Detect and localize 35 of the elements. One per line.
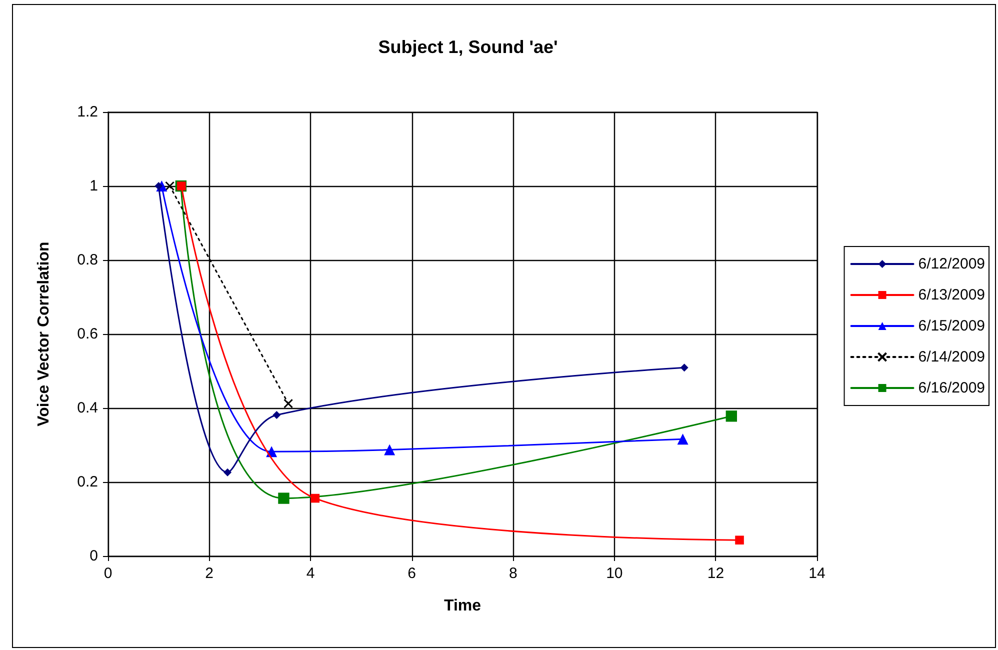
point <box>384 444 396 456</box>
y-tick-label: 0.4 <box>77 400 98 416</box>
legend-label: 6/16/2009 <box>918 380 986 396</box>
point <box>726 410 738 422</box>
point <box>680 364 688 372</box>
legend-label: 6/12/2009 <box>918 256 986 272</box>
y-tick-label: 1.2 <box>77 104 98 120</box>
y-tick-label: 0 <box>90 548 98 564</box>
point <box>278 492 290 504</box>
point <box>310 494 320 503</box>
y-tick-label: 0.8 <box>77 252 98 268</box>
y-tick-label: 0.6 <box>77 326 98 342</box>
legend-label: 6/15/2009 <box>918 318 986 334</box>
point <box>154 182 163 190</box>
x-axis-title: Time <box>444 598 482 614</box>
x-tick-label: 6 <box>408 565 416 582</box>
y-axis-title: Voice Vector Correlation <box>36 242 52 426</box>
x-tick-label: 0 <box>104 565 112 582</box>
x-tick-label: 2 <box>205 565 214 582</box>
x-tick-label: 8 <box>508 565 518 582</box>
legend-label: 6/13/2009 <box>918 286 986 304</box>
point <box>735 536 744 544</box>
x-tick-label: 4 <box>306 565 315 582</box>
point <box>165 181 175 191</box>
point <box>272 411 281 420</box>
chart-title: Subject 1, Sound 'ae' <box>378 37 558 57</box>
y-tick-label: 0.2 <box>77 474 98 490</box>
point <box>677 434 688 445</box>
x-tick-label: 14 <box>808 565 826 582</box>
x-tick-label: 12 <box>707 565 724 582</box>
legend-label: 6/14/2009 <box>918 348 986 366</box>
y-tick-label: 1 <box>90 178 98 194</box>
point <box>284 398 294 408</box>
point <box>224 468 232 476</box>
x-tick-label: 10 <box>606 565 623 582</box>
